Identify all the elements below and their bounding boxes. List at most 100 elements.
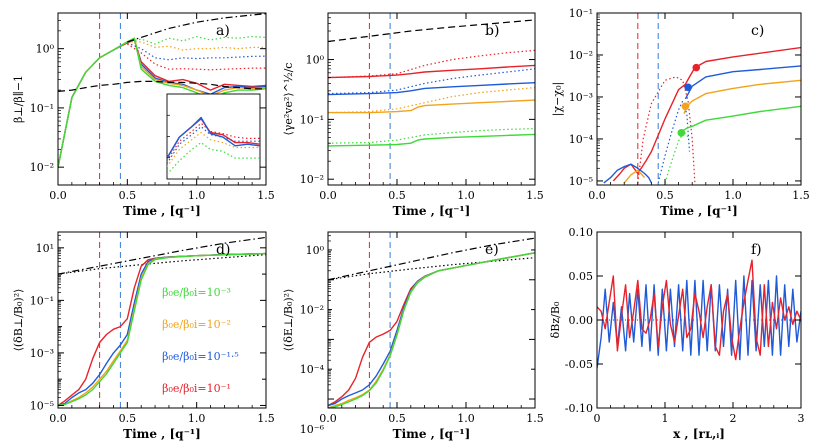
axes-frame [57,12,267,186]
inset [166,93,261,180]
series-line-red-solid [328,64,535,79]
x-tick-label: 0.0 [49,412,67,425]
inset-frame [166,93,261,180]
x-tick-label: 1.0 [457,412,475,425]
x-tick-label: 0.5 [656,189,674,202]
series-line-green-solid [680,105,801,133]
y-tick-label: 10⁻⁴ [569,133,594,146]
panel-f: 0 1 2 3 -0.10 -0.05 0.00 0.05 0.10 f) x , [rʟ,ᵢ] δB… [549,226,805,441]
x-tick-label: 1.5 [792,189,810,202]
axes-frame [596,12,802,186]
series-line-blue-dotted [167,125,260,164]
axes-frame [327,12,536,186]
panel-e: 0.0 0.5 1.0 1.5 10⁻⁶ 10⁻⁴ 10⁻² 10⁰ e) Time , [q⁻¹… [282,231,544,441]
series-line-blue-dotted [127,42,266,61]
series-line-red-dotted [126,43,266,71]
x-axis-label: Time , [q⁻¹] [393,204,471,218]
x-tick-label: 3 [798,412,805,425]
legend-entry-orange: β₀e/β₀i=10⁻² [162,318,231,331]
y-tick-label: -0.05 [565,358,593,371]
y-tick-label: 10⁻³ [569,91,593,104]
x-tick-label: 1.0 [457,189,475,202]
legend-entry-red: β₀e/β₀i=10⁻¹ [162,382,231,395]
y-tick-label: 10⁻¹ [30,294,54,307]
series-line-black-dash-dot [127,13,266,43]
panel-d: 0.0 0.5 1.0 1.5 10⁻⁵ 10⁻³ 10⁻¹ 10¹ d) Time , [q⁻¹… [12,231,275,441]
x-axis-label: x , [rʟ,ᵢ] [673,427,725,441]
x-tick-label: 0.0 [49,189,67,202]
panel-label: a) [216,23,230,39]
series-line-green-solid [328,252,535,408]
x-tick-label: 1.0 [724,189,742,202]
series-line-orange-dotted [328,87,535,114]
legend-entry-green: β₀e/β₀i=10⁻³ [162,286,231,299]
x-tick-label: 0.5 [119,412,137,425]
x-tick-label: 1.0 [188,412,206,425]
x-axis-label: Time , [q⁻¹] [123,427,201,441]
x-tick-label: 2 [730,412,737,425]
series-line-blue-dotted [657,100,691,184]
x-axis-label: Time , [q⁻¹] [123,204,201,218]
y-tick-label: 10⁻² [300,304,324,317]
y-tick-label: 10⁻¹ [569,7,593,20]
axes-frame [327,231,536,409]
series-line-red-solid [328,252,535,407]
series-line-red-solid [612,46,801,182]
panel-label: d) [216,242,230,258]
series-line-green-dotted [167,142,260,175]
x-tick-label: 0.0 [319,189,337,202]
series-line-orange-dotted [127,41,266,51]
y-tick-label: 10⁰ [306,244,325,257]
y-tick-label: 10⁻² [30,161,54,174]
series-line-green-dotted [664,131,690,184]
y-axis-label: ⟨γe²ve²⟩^½/c [282,63,295,136]
series-line-red-dotted [328,49,535,79]
y-axis-label: δBz/B₀ [549,301,562,338]
series-line-red-dotted [637,76,696,183]
legend-entry-blue: β₀e/β₀i=10⁻¹·⁵ [162,350,239,363]
marker-green [677,129,686,137]
panel-label: f) [751,242,762,258]
panel-a: 0.0 0.5 1.0 1.5 10⁻² 10⁻¹ 10⁰ a) Time , [q⁻¹] β⊥/… [12,12,275,218]
panel-b: 0.0 0.5 1.0 1.5 10⁻² 10⁻¹ 10⁰ b) Time , [q⁻¹] ⟨γe… [282,12,544,218]
x-tick-label: 1.5 [257,189,275,202]
y-tick-label: 0.10 [569,226,594,239]
x-tick-label: 0.5 [388,189,406,202]
y-tick-label: 10⁰ [306,54,325,67]
marker-blue [684,83,692,92]
y-tick-label: 10⁻¹ [300,113,324,126]
series-line-orange-solid [328,99,535,114]
x-tick-label: 0.5 [388,412,406,425]
y-tick-label: 10⁻⁶ [300,423,325,436]
series-line-blue-solid [328,252,535,407]
y-tick-label: 10⁻² [569,49,593,62]
series-line-green [58,37,266,168]
panel-label: b) [485,23,499,39]
y-axis-label: |χ−χ₀| [551,82,565,116]
x-tick-label: 1.0 [188,189,206,202]
x-tick-label: 1 [662,412,669,425]
series-line-black-dotted [328,257,535,281]
y-axis-label: β⊥/β∥−1 [12,75,25,123]
panel-label: e) [485,242,499,258]
series-line-blue-dotted [328,68,535,95]
x-tick-label: 1.5 [526,412,544,425]
series-line-orange-solid [328,252,535,408]
y-tick-label: 10⁰ [36,43,55,56]
y-axis-label: ⟨(δB⊥/B₀)²⟩ [12,289,25,352]
axes-frame [57,231,267,409]
y-tick-label: 10⁻³ [30,347,54,360]
y-tick-label: 10¹ [36,242,54,255]
series-line-orange-dotted [167,131,260,168]
x-tick-label: 0.0 [588,189,606,202]
y-tick-label: 0.00 [569,314,594,327]
series-line-black-dashdot [58,236,266,275]
series-line-black-dotted [58,254,266,275]
x-tick-label: 0 [594,412,601,425]
series-line-black-dashed [58,80,266,92]
series-line-blue-solid [167,116,260,159]
x-tick-label: 1.5 [257,412,275,425]
x-tick-label: 0.5 [119,189,137,202]
series-line-black-dashed [328,19,535,43]
series-line-blue-solid [603,163,653,184]
